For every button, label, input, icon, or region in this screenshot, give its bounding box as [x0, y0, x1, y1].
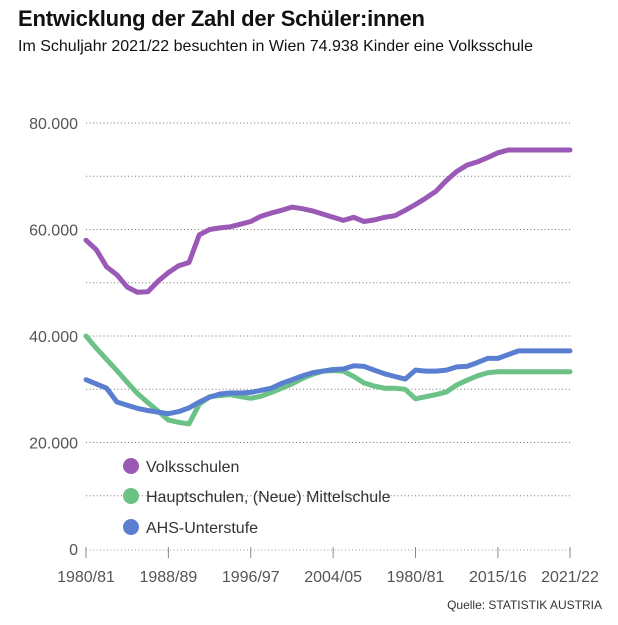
- x-tick-label: 2021/22: [541, 569, 599, 586]
- y-tick-label: 40.000: [29, 329, 78, 346]
- legend-marker: [123, 519, 139, 535]
- y-tick-label: 80.000: [29, 116, 78, 133]
- chart-subtitle: Im Schuljahr 2021/22 besuchten in Wien 7…: [18, 38, 533, 55]
- legend-marker: [123, 488, 139, 504]
- y-tick-label: 20.000: [29, 436, 78, 453]
- y-tick-label: 60.000: [29, 223, 78, 240]
- x-tick-label: 1980/81: [57, 569, 115, 586]
- x-tick-label: 1980/81: [387, 569, 445, 586]
- x-tick-label: 1988/89: [139, 569, 197, 586]
- chart-title: Entwicklung der Zahl der Schüler:innen: [18, 6, 425, 31]
- x-tick-label: 2015/16: [469, 569, 527, 586]
- legend-marker: [123, 458, 139, 474]
- legend-label: AHS-Unterstufe: [146, 520, 258, 537]
- series-line-volksschulen: [83, 147, 573, 295]
- source-note: Quelle: STATISTIK AUSTRIA: [447, 598, 602, 612]
- series-line-ahs-unterstufe: [83, 348, 573, 417]
- x-tick-label: 1996/97: [222, 569, 280, 586]
- x-tick-label: 2004/05: [304, 569, 362, 586]
- y-tick-label: 0: [69, 542, 78, 559]
- legend-label: Volksschulen: [146, 459, 239, 476]
- legend-label: Hauptschulen, (Neue) Mittelschule: [146, 489, 391, 506]
